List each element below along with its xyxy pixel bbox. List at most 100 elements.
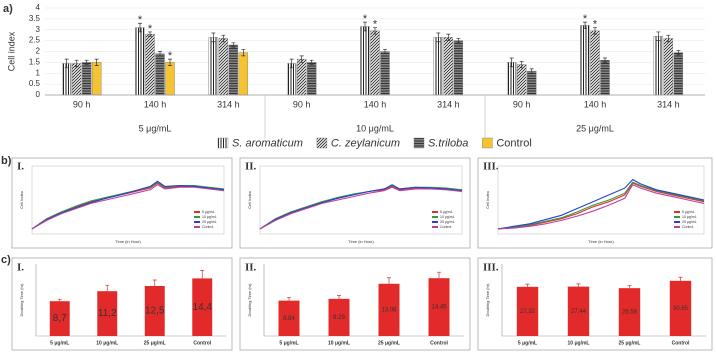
error-bar	[158, 51, 162, 57]
bar	[71, 63, 82, 96]
value-label: 11,2	[98, 308, 117, 319]
x-tick-label: 90 h	[293, 99, 311, 109]
panel-title: I.	[17, 161, 24, 173]
x-tick-label: 5 μg/mL	[518, 340, 537, 346]
y-tick-label: 1.5	[29, 57, 41, 66]
x-axis-label: Time (in Hour)	[588, 239, 614, 244]
error-bar	[373, 27, 377, 35]
legend-label: C. zeylanicum	[331, 137, 400, 149]
legend-label: 25 μg/mL	[440, 220, 455, 224]
panel-label: a)	[3, 3, 13, 15]
y-tick-label: 4	[36, 3, 41, 12]
error-bar	[289, 58, 294, 69]
error-bar	[148, 31, 152, 37]
legend-swatch	[217, 137, 229, 149]
legend-label: 5 μg/mL	[440, 210, 453, 214]
bar	[378, 283, 400, 336]
error-bar	[436, 32, 441, 43]
y-axis-label: Cell Index	[485, 191, 490, 209]
x-tick-label: 10 μg/mL	[568, 340, 590, 346]
x-axis-label: Time (in Hour)	[115, 239, 141, 244]
error-bar	[456, 38, 461, 44]
bar	[81, 62, 92, 96]
bar	[653, 36, 664, 96]
error-bar	[84, 59, 89, 65]
bar	[360, 26, 370, 96]
value-label: 27.32	[520, 309, 536, 315]
error-bar	[676, 50, 681, 56]
error-bar	[105, 284, 110, 292]
y-axis-label: Doubling Time (hr)	[485, 283, 490, 317]
value-label: 13.06	[381, 307, 397, 313]
legend-label: S. aromaticum	[232, 137, 303, 149]
plot-area	[31, 165, 225, 235]
value-label: 8.84	[283, 316, 295, 322]
x-tick-label: 314 h	[437, 99, 460, 109]
error-bar	[387, 277, 391, 284]
error-bar	[231, 42, 236, 48]
error-bar	[57, 298, 62, 302]
bar	[218, 38, 229, 96]
x-tick-label: 25 μg/mL	[378, 340, 400, 346]
bar	[165, 62, 175, 96]
x-axis-label: Time (in Hour)	[348, 239, 374, 244]
value-label: 27.44	[571, 309, 587, 315]
value-label: 26.58	[622, 310, 638, 316]
bar	[97, 291, 118, 336]
bar	[590, 30, 600, 96]
panel-title: I.	[17, 262, 24, 274]
bar	[453, 40, 464, 96]
error-bar	[221, 34, 226, 43]
legend-label: 5 μg/mL	[682, 210, 695, 214]
error-bar	[363, 21, 367, 32]
bar	[306, 62, 317, 96]
error-bar	[200, 270, 205, 279]
bar	[144, 286, 165, 336]
error-bar	[656, 31, 661, 41]
bar	[278, 300, 300, 336]
bar	[228, 44, 239, 96]
x-tick-label: 140 h	[364, 99, 387, 109]
error-bar	[241, 48, 246, 57]
value-label: 12,5	[145, 306, 165, 317]
legend-swatch	[413, 137, 425, 149]
series-line	[31, 180, 225, 230]
significance-star: *	[148, 23, 153, 35]
error-bar	[446, 33, 451, 41]
y-tick-label: 0.5	[29, 79, 41, 88]
group-label: 25 μg/mL	[576, 123, 614, 133]
error-bar	[299, 55, 304, 63]
bar	[91, 62, 102, 96]
significance-star: *	[373, 18, 378, 30]
series-line	[259, 184, 463, 230]
error-bar	[337, 295, 341, 299]
bar	[238, 52, 249, 96]
x-tick-label: 90 h	[73, 99, 91, 109]
group-label: 10 μg/mL	[356, 123, 394, 133]
series-line	[497, 184, 705, 230]
value-label: 8,7	[53, 313, 67, 324]
panel-frame	[239, 157, 471, 249]
bar	[663, 38, 674, 96]
bar	[49, 301, 70, 336]
x-tick-label: Control	[672, 340, 690, 346]
legend-label: 10 μg/mL	[202, 215, 217, 219]
bar	[443, 37, 454, 96]
x-tick-label: Control	[430, 340, 448, 346]
x-tick-label: 314 h	[217, 99, 240, 109]
y-axis-label: Doubling Time (hr)	[247, 283, 252, 317]
error-bar	[509, 57, 514, 68]
error-bar	[666, 34, 671, 43]
bar	[328, 298, 350, 336]
bar	[600, 60, 610, 96]
bar	[669, 280, 692, 336]
x-tick-label: 25 μg/mL	[144, 340, 166, 346]
bar	[380, 51, 390, 96]
error-bar	[603, 57, 607, 63]
x-tick-label: 140 h	[584, 99, 607, 109]
bar	[192, 278, 213, 336]
bar	[208, 37, 219, 96]
value-label: 9.29	[333, 315, 345, 321]
bar	[135, 27, 145, 96]
